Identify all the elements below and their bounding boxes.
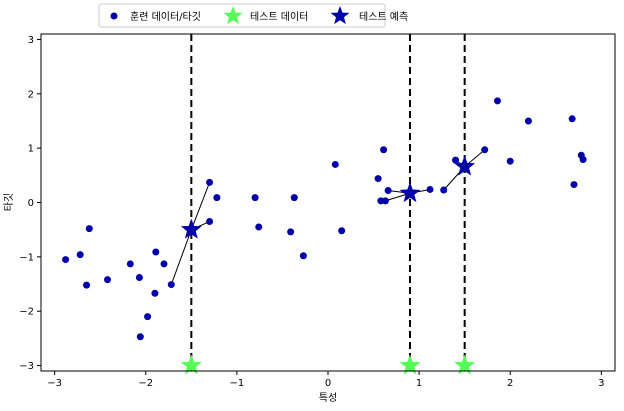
train-data-point — [299, 252, 307, 260]
legend-train-label: 훈련 데이터/타깃 — [130, 10, 201, 23]
train-data-point — [206, 218, 214, 226]
x-axis-title: 특성 — [319, 392, 337, 404]
train-data-point — [290, 194, 298, 202]
train-data-point — [255, 223, 263, 231]
y-tick-label: 2 — [28, 89, 34, 100]
train-data-point — [160, 260, 168, 268]
train-data-point — [506, 157, 514, 165]
train-data-point — [452, 156, 460, 164]
plot-frame — [40, 33, 616, 372]
y-tick-label: 1 — [28, 144, 34, 155]
train-data-point — [568, 115, 576, 123]
train-data-point — [380, 146, 388, 154]
train-data-point — [206, 178, 214, 186]
x-axis-ticks: −3 −2 −1 0 1 2 3 — [47, 371, 605, 389]
train-data-point — [85, 225, 93, 233]
test-data-star — [399, 354, 421, 375]
x-tick-label: −2 — [138, 378, 153, 389]
neighbor-connector-line — [190, 182, 211, 230]
train-data-point — [287, 228, 295, 236]
train-data-point — [135, 274, 143, 282]
neighbor-connector-line — [170, 229, 192, 285]
x-tick-label: −3 — [47, 378, 62, 389]
train-data-point — [493, 97, 501, 105]
train-data-point — [381, 197, 389, 205]
x-tick-label: −1 — [230, 378, 245, 389]
plot-area — [62, 34, 587, 375]
train-data-point — [167, 281, 175, 289]
train-data-point — [83, 281, 91, 289]
y-tick-label: −2 — [19, 307, 34, 318]
train-data-point — [570, 181, 578, 189]
train-data-point — [76, 251, 84, 259]
legend-prediction-star-icon — [330, 6, 350, 25]
train-data-point — [374, 175, 382, 183]
legend-test-label: 테스트 데이터 — [250, 11, 308, 23]
y-tick-label: −3 — [19, 361, 34, 372]
train-data-point — [440, 186, 448, 194]
train-data-point — [151, 289, 159, 297]
train-data-point — [426, 185, 434, 193]
train-data-point — [579, 156, 587, 164]
legend-frame — [98, 3, 386, 28]
legend: 훈련 데이터/타깃 테스트 데이터 테스트 예측 — [98, 3, 408, 28]
test-data-star — [180, 354, 202, 375]
train-data-point — [251, 194, 259, 202]
train-data-point — [331, 160, 339, 168]
legend-test-star-icon — [223, 6, 243, 25]
train-data-point — [136, 333, 144, 341]
train-data-point — [213, 194, 221, 202]
train-data-point — [104, 276, 112, 284]
test-prediction-star — [180, 218, 202, 239]
test-data-star — [454, 354, 476, 375]
test-prediction-star — [399, 182, 421, 203]
train-data-point — [126, 260, 134, 268]
y-tick-label: 0 — [28, 198, 34, 209]
y-axis-title: 타깃 — [3, 193, 15, 211]
legend-train-marker — [110, 12, 118, 20]
train-data-point — [338, 227, 346, 235]
x-tick-label: 0 — [325, 378, 331, 389]
x-tick-label: 1 — [416, 378, 422, 389]
train-data-point — [481, 146, 489, 154]
train-data-point — [524, 117, 532, 125]
train-data-point — [144, 313, 152, 321]
train-data-point — [152, 248, 160, 256]
y-tick-label: −1 — [19, 252, 34, 263]
y-axis-ticks: −3 −2 −1 0 1 2 3 — [19, 35, 41, 372]
x-tick-label: 3 — [598, 378, 604, 389]
train-data-point — [384, 187, 392, 195]
y-tick-label: 3 — [28, 35, 34, 46]
test-prediction-star — [454, 155, 476, 176]
legend-prediction-label: 테스트 예측 — [359, 11, 408, 23]
train-data-point — [62, 256, 70, 264]
x-tick-label: 2 — [507, 378, 513, 389]
